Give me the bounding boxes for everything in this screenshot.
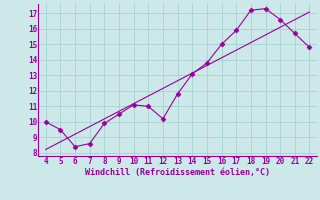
X-axis label: Windchill (Refroidissement éolien,°C): Windchill (Refroidissement éolien,°C): [85, 168, 270, 177]
